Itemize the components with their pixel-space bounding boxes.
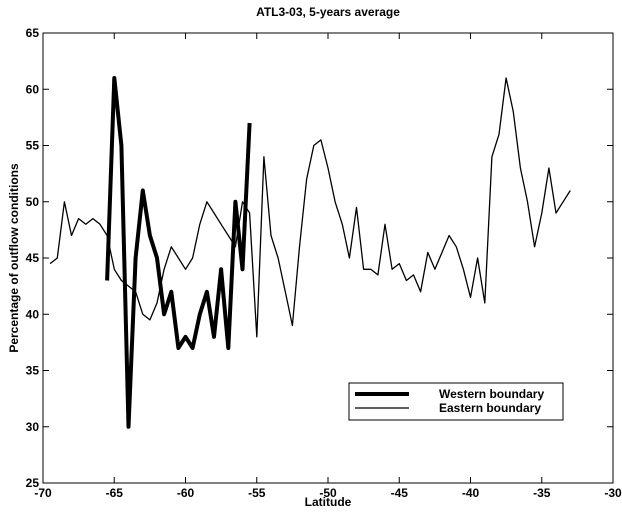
series-line [49, 77, 571, 338]
x-tick-label: -60 [177, 486, 195, 500]
x-tick-label: -30 [604, 486, 622, 500]
y-tick-label: 50 [26, 195, 40, 209]
x-tick-label: -35 [533, 486, 551, 500]
y-tick-label: 40 [26, 307, 40, 321]
y-tick-label: 65 [26, 26, 40, 40]
chart-title: ATL3-03, 5-years average [256, 5, 400, 19]
y-tick-label: 45 [26, 251, 40, 265]
series-line [105, 76, 252, 429]
y-tick-label: 55 [26, 139, 40, 153]
x-tick-label: -55 [248, 486, 266, 500]
x-tick-label: -65 [106, 486, 124, 500]
y-tick-label: 30 [26, 420, 40, 434]
x-tick-label: -50 [319, 486, 337, 500]
y-axis-label: Percentage of outflow conditions [7, 163, 21, 353]
y-tick-label: 60 [26, 82, 40, 96]
legend-label: Eastern boundary [439, 401, 541, 415]
x-tick-label: -40 [462, 486, 480, 500]
y-tick-label: 25 [26, 476, 40, 490]
legend-label: Western boundary [439, 387, 544, 401]
y-tick-label: 35 [26, 364, 40, 378]
legend-box [348, 382, 564, 421]
x-tick-label: -45 [391, 486, 409, 500]
x-tick-label: -70 [34, 486, 52, 500]
x-axis-label: Latitude [305, 495, 352, 509]
